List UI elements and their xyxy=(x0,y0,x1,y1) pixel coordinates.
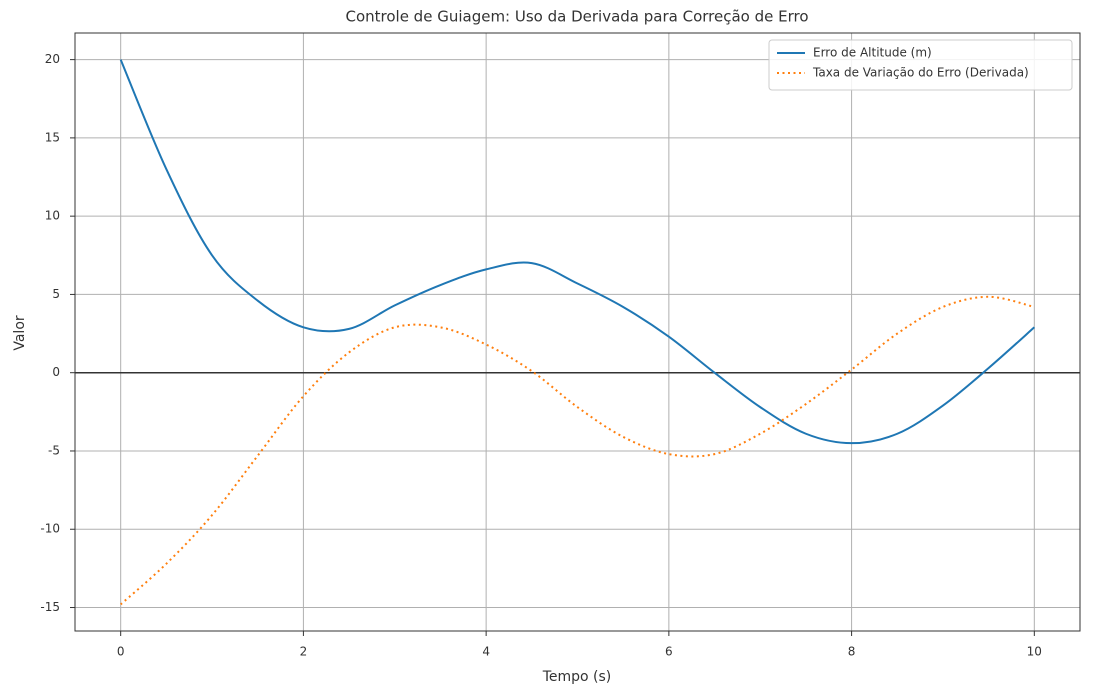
plot-frame xyxy=(74,32,1081,632)
series-line xyxy=(119,59,1035,445)
x-tick-label: 0 xyxy=(117,645,125,659)
legend-box xyxy=(768,39,1073,91)
x-axis-label: Tempo (s) xyxy=(542,669,612,685)
y-tick-label: -10 xyxy=(40,522,60,536)
series-line xyxy=(120,295,1035,606)
x-tick-label: 10 xyxy=(1027,645,1042,659)
y-tick-label: -15 xyxy=(40,600,60,614)
legend: Erro de Altitude (m) Taxa de Variação do … xyxy=(768,39,1073,91)
chart-title: Controle de Guiagem: Uso da Derivada par… xyxy=(345,8,808,26)
y-tick-label: 20 xyxy=(45,52,60,66)
y-tick-label: -5 xyxy=(48,443,60,457)
x-tick-label: 6 xyxy=(665,645,673,659)
y-tick-label: 15 xyxy=(45,130,60,144)
x-tick-label: 4 xyxy=(482,645,490,659)
y-tick-label: 0 xyxy=(52,365,60,379)
legend-label: Taxa de Variação do Erro (Derivada) xyxy=(812,66,1029,80)
legend-label: Erro de Altitude (m) xyxy=(813,46,932,60)
y-tick-label: 5 xyxy=(52,287,60,301)
y-tick-label: 10 xyxy=(45,209,60,223)
y-axis-label: Valor xyxy=(12,315,28,351)
x-tick-label: 2 xyxy=(300,645,308,659)
x-tick-label: 8 xyxy=(848,645,856,659)
